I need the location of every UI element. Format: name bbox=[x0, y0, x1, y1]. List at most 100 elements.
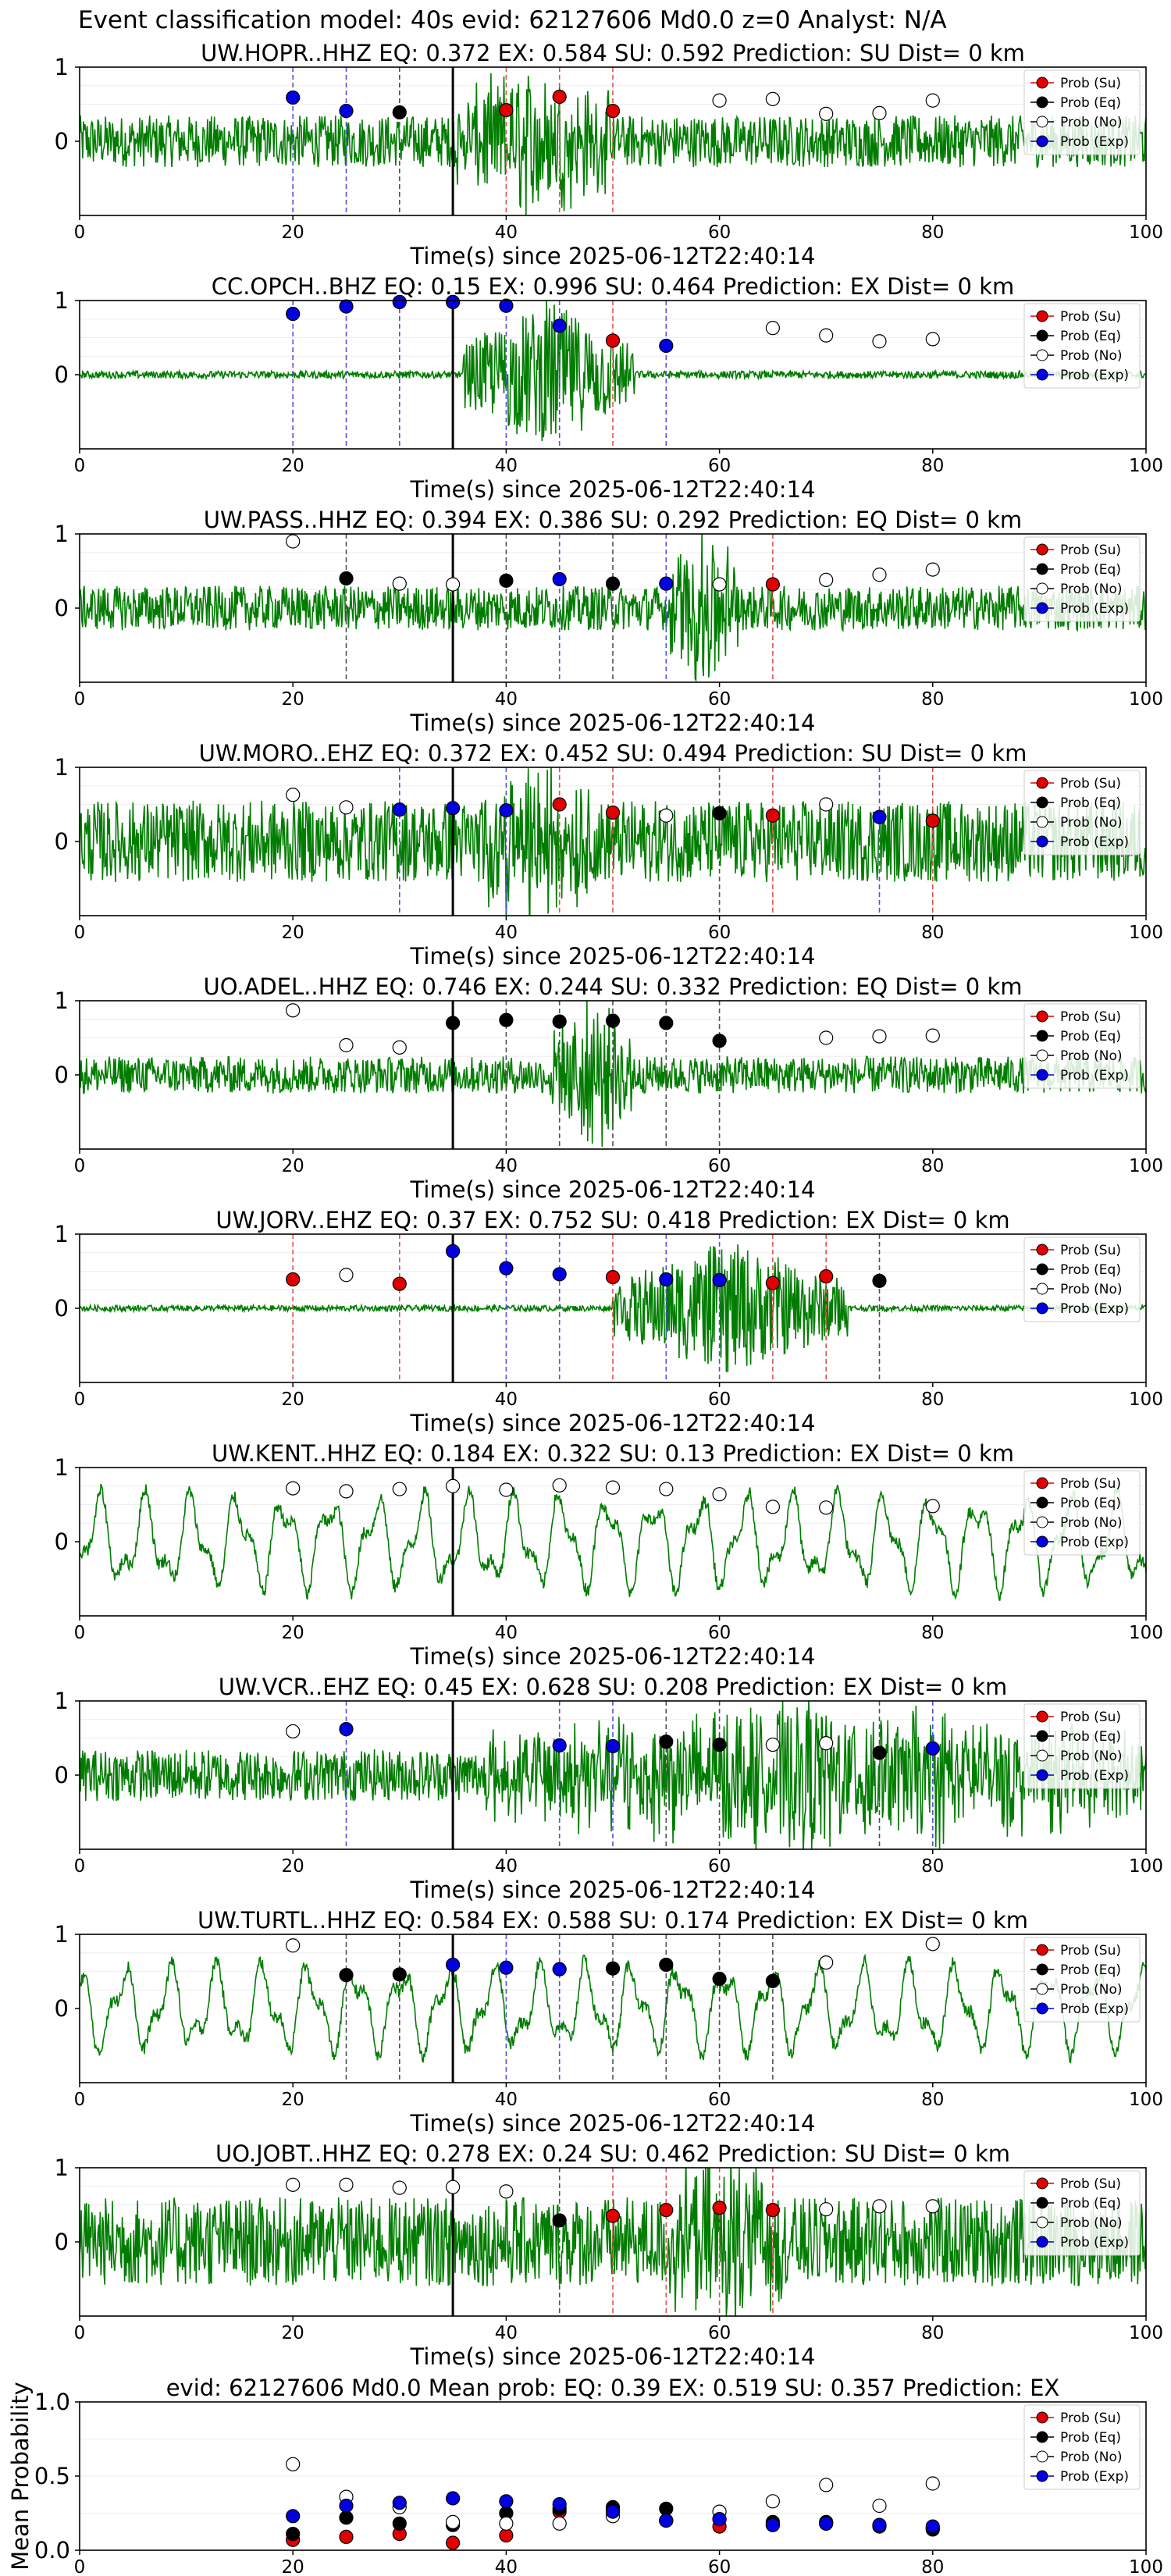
x-tick-label: 20 bbox=[282, 1156, 304, 1176]
x-axis-label: Time(s) since 2025-06-12T22:40:14 bbox=[410, 1643, 816, 1670]
prob-marker-eq bbox=[872, 1745, 887, 1760]
legend-marker-su bbox=[1036, 1010, 1048, 1023]
legend-label-no: Prob (No) bbox=[1060, 815, 1123, 831]
prob-marker-su bbox=[552, 89, 567, 105]
x-tick-label: 80 bbox=[921, 923, 944, 943]
legend-marker-no bbox=[1036, 1049, 1048, 1062]
prob-marker-exp bbox=[392, 802, 407, 817]
prob-marker-no bbox=[659, 808, 674, 823]
x-axis-label: Time(s) since 2025-06-12T22:40:14 bbox=[410, 243, 816, 269]
x-tick-label: 100 bbox=[1129, 2557, 1163, 2576]
prob-marker-no bbox=[445, 2179, 461, 2194]
prob-marker-no bbox=[925, 1937, 940, 1952]
legend-label-no: Prob (No) bbox=[1060, 2450, 1123, 2465]
prob-marker-no bbox=[872, 568, 887, 582]
prob-marker-exp bbox=[552, 318, 567, 333]
legend-label-no: Prob (No) bbox=[1060, 1982, 1123, 1998]
x-tick-label: 60 bbox=[708, 923, 731, 943]
x-axis-label: Time(s) since 2025-06-12T22:40:14 bbox=[410, 1877, 816, 1903]
x-tick-label: 100 bbox=[1129, 1389, 1163, 1410]
prob-marker-exp bbox=[925, 1741, 940, 1756]
legend-label-no: Prob (No) bbox=[1060, 348, 1123, 364]
legend-marker-su bbox=[1036, 2177, 1048, 2190]
prob-marker-eq bbox=[659, 1957, 674, 1973]
prob-marker-exp bbox=[659, 576, 674, 591]
mean-prob-marker-no bbox=[872, 2498, 887, 2514]
x-tick-label: 20 bbox=[282, 2323, 304, 2343]
x-tick-label: 100 bbox=[1129, 689, 1163, 710]
station-panel: UW.HOPR..HHZ EQ: 0.372 EX: 0.584 SU: 0.5… bbox=[55, 40, 1163, 269]
prob-marker-no bbox=[712, 93, 727, 108]
prob-marker-no bbox=[712, 577, 727, 592]
x-tick-label: 100 bbox=[1129, 2090, 1163, 2110]
x-tick-label: 0 bbox=[74, 456, 86, 476]
prob-marker-no bbox=[339, 1037, 354, 1053]
x-tick-label: 60 bbox=[708, 1156, 731, 1176]
prob-marker-eq bbox=[552, 2213, 567, 2228]
prob-marker-eq bbox=[605, 1961, 621, 1976]
prob-marker-exp bbox=[872, 809, 887, 824]
mean-prob-marker-su bbox=[339, 2529, 354, 2544]
prob-marker-su bbox=[605, 805, 621, 820]
legend-label-no: Prob (No) bbox=[1060, 582, 1123, 597]
legend-label-eq: Prob (Eq) bbox=[1060, 2196, 1121, 2211]
prob-marker-no bbox=[339, 1484, 354, 1499]
legend-label-su: Prob (Su) bbox=[1060, 1243, 1121, 1258]
legend-label-no: Prob (No) bbox=[1060, 1515, 1123, 1531]
y-tick-label: 0 bbox=[55, 1995, 69, 2022]
legend-marker-su bbox=[1036, 1244, 1048, 1256]
legend-marker-eq bbox=[1036, 1030, 1048, 1042]
prob-marker-no bbox=[819, 106, 834, 121]
legend-label-exp: Prob (Exp) bbox=[1060, 601, 1129, 617]
prob-marker-no bbox=[392, 1040, 407, 1055]
x-tick-label: 40 bbox=[495, 1856, 518, 1877]
station-panel: UO.ADEL..HHZ EQ: 0.746 EX: 0.244 SU: 0.3… bbox=[55, 973, 1163, 1203]
prob-marker-su bbox=[605, 103, 621, 119]
prob-marker-eq bbox=[712, 806, 727, 821]
legend-marker-eq bbox=[1036, 329, 1048, 342]
prob-marker-su bbox=[925, 813, 940, 828]
station-panel: CC.OPCH..BHZ EQ: 0.15 EX: 0.996 SU: 0.46… bbox=[55, 273, 1163, 503]
prob-marker-no bbox=[872, 1029, 887, 1044]
x-tick-label: 0 bbox=[74, 2557, 86, 2576]
legend-marker-exp bbox=[1036, 2470, 1048, 2482]
prob-marker-exp bbox=[286, 90, 301, 105]
legend-label-exp: Prob (Exp) bbox=[1060, 134, 1129, 150]
prob-marker-exp bbox=[552, 571, 567, 587]
x-tick-label: 100 bbox=[1129, 2323, 1163, 2343]
legend-label-eq: Prob (Eq) bbox=[1060, 95, 1121, 111]
prob-marker-exp bbox=[499, 1960, 514, 1975]
y-tick-label: 0 bbox=[55, 128, 69, 155]
x-tick-label: 60 bbox=[708, 1856, 731, 1877]
panel-title: UW.HOPR..HHZ EQ: 0.372 EX: 0.584 SU: 0.5… bbox=[201, 40, 1025, 66]
prob-marker-exp bbox=[605, 1738, 621, 1754]
legend-label-exp: Prob (Exp) bbox=[1060, 1068, 1129, 1083]
station-panel: UW.VCR..EHZ EQ: 0.45 EX: 0.628 SU: 0.208… bbox=[55, 1674, 1163, 1903]
legend-marker-su bbox=[1036, 543, 1048, 556]
legend-label-exp: Prob (Exp) bbox=[1060, 1768, 1129, 1784]
x-axis-label: Time(s) since 2025-06-12T22:40:14 bbox=[410, 710, 816, 736]
y-tick-label: 0.5 bbox=[34, 2463, 70, 2489]
legend-label-no: Prob (No) bbox=[1060, 115, 1123, 130]
prob-marker-exp bbox=[445, 1244, 461, 1258]
legend-label-eq: Prob (Eq) bbox=[1060, 329, 1121, 344]
x-tick-label: 0 bbox=[74, 689, 86, 710]
x-tick-label: 40 bbox=[495, 2557, 518, 2576]
legend-label-exp: Prob (Exp) bbox=[1060, 1301, 1129, 1317]
prob-marker-no bbox=[659, 1482, 674, 1496]
x-tick-label: 100 bbox=[1129, 923, 1163, 943]
x-axis-label: Time(s) since 2025-06-12T22:40:14 bbox=[410, 943, 816, 970]
legend-box bbox=[1023, 303, 1141, 389]
panel-title: CC.OPCH..BHZ EQ: 0.15 EX: 0.996 SU: 0.46… bbox=[212, 273, 1015, 300]
mean-prob-marker-exp bbox=[872, 2517, 887, 2532]
x-tick-label: 20 bbox=[282, 1389, 304, 1410]
legend-box bbox=[1023, 1937, 1141, 2023]
legend-marker-su bbox=[1036, 76, 1048, 89]
legend-marker-no bbox=[1036, 2450, 1048, 2463]
panel-title: evid: 62127606 Md0.0 Mean prob: EQ: 0.39… bbox=[166, 2375, 1060, 2401]
legend-label-exp: Prob (Exp) bbox=[1060, 368, 1129, 383]
mean-prob-marker-exp bbox=[819, 2516, 834, 2531]
x-tick-label: 80 bbox=[921, 1623, 944, 1643]
y-tick-label: 1 bbox=[55, 54, 69, 80]
mean-prob-marker-exp bbox=[605, 2504, 621, 2519]
